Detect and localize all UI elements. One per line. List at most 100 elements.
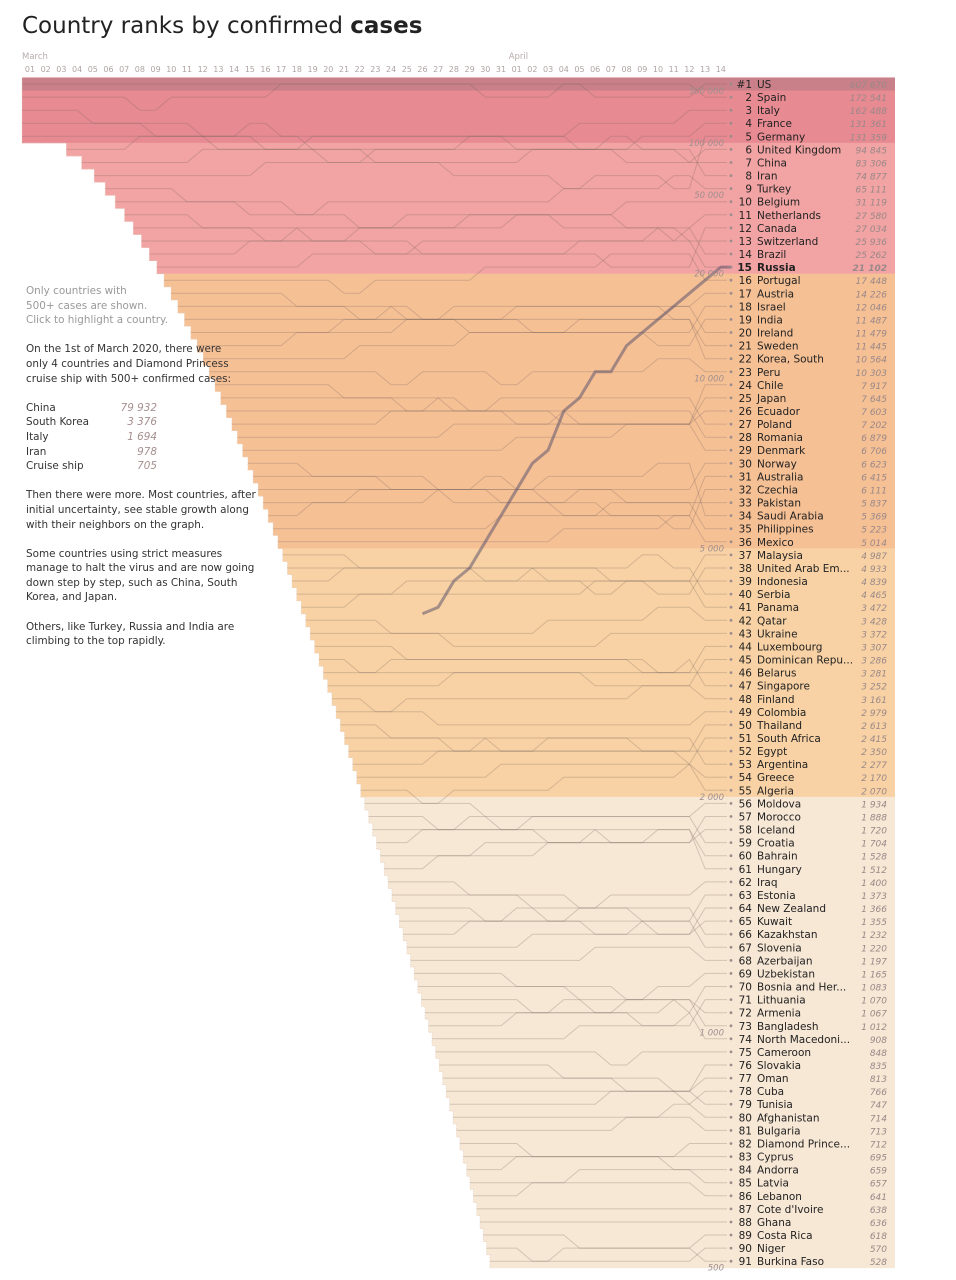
rank-number[interactable]: 52 bbox=[739, 746, 752, 758]
rank-number[interactable]: 80 bbox=[739, 1112, 752, 1124]
rank-number[interactable]: 78 bbox=[739, 1086, 752, 1098]
country-name[interactable]: Greece bbox=[757, 772, 794, 784]
rank-number[interactable]: 46 bbox=[739, 668, 753, 680]
country-name[interactable]: Switzerland bbox=[757, 236, 818, 248]
country-name[interactable]: Romania bbox=[757, 432, 803, 444]
country-name[interactable]: Ireland bbox=[757, 328, 793, 340]
rank-number[interactable]: 27 bbox=[739, 419, 752, 431]
country-name[interactable]: Cote d'Ivoire bbox=[757, 1204, 823, 1216]
rank-number[interactable]: 11 bbox=[739, 210, 752, 222]
country-name[interactable]: North Macedoni... bbox=[757, 1034, 850, 1046]
country-name[interactable]: Bahrain bbox=[757, 851, 798, 863]
rank-number[interactable]: 16 bbox=[739, 275, 753, 287]
country-name[interactable]: Iran bbox=[757, 171, 778, 183]
rank-number[interactable]: 54 bbox=[739, 772, 753, 784]
rank-number[interactable]: 77 bbox=[739, 1073, 752, 1085]
country-name[interactable]: Oman bbox=[757, 1073, 789, 1085]
rank-number[interactable]: 26 bbox=[739, 406, 753, 418]
country-name[interactable]: Singapore bbox=[757, 681, 810, 693]
rank-number[interactable]: 58 bbox=[739, 825, 752, 837]
country-name[interactable]: Estonia bbox=[757, 890, 796, 902]
country-name[interactable]: Burkina Faso bbox=[757, 1256, 824, 1268]
rank-number[interactable]: 20 bbox=[739, 328, 752, 340]
country-name[interactable]: South Africa bbox=[757, 733, 821, 745]
rank-number[interactable]: 22 bbox=[739, 354, 752, 366]
rank-number[interactable]: 59 bbox=[739, 838, 752, 850]
rank-number[interactable]: 21 bbox=[739, 341, 752, 353]
rank-number[interactable]: 33 bbox=[739, 498, 752, 510]
country-name[interactable]: Italy bbox=[757, 105, 780, 117]
country-name[interactable]: Indonesia bbox=[757, 576, 808, 588]
country-name[interactable]: Japan bbox=[756, 393, 786, 405]
rank-number[interactable]: 2 bbox=[745, 92, 752, 104]
rank-number[interactable]: 13 bbox=[739, 236, 752, 248]
country-name[interactable]: Belgium bbox=[757, 197, 800, 209]
rank-number[interactable]: 18 bbox=[739, 301, 752, 313]
country-name[interactable]: Lebanon bbox=[757, 1191, 802, 1203]
rank-number[interactable]: 37 bbox=[739, 550, 752, 562]
country-name[interactable]: Norway bbox=[757, 458, 797, 470]
country-name[interactable]: Lithuania bbox=[757, 995, 806, 1007]
country-name[interactable]: Philippines bbox=[757, 524, 814, 536]
country-name[interactable]: Denmark bbox=[757, 445, 806, 457]
rank-number[interactable]: 76 bbox=[739, 1060, 753, 1072]
country-name[interactable]: United Kingdom bbox=[757, 144, 841, 156]
rank-number[interactable]: 74 bbox=[739, 1034, 753, 1046]
country-name[interactable]: Dominican Repu... bbox=[757, 655, 853, 667]
rank-number[interactable]: 40 bbox=[739, 589, 752, 601]
country-name[interactable]: Turkey bbox=[756, 184, 791, 196]
country-name[interactable]: Portugal bbox=[757, 275, 801, 287]
country-name[interactable]: Panama bbox=[757, 602, 799, 614]
country-name[interactable]: France bbox=[757, 118, 792, 130]
country-name[interactable]: Cameroon bbox=[757, 1047, 811, 1059]
rank-number[interactable]: 51 bbox=[739, 733, 752, 745]
country-name[interactable]: Algeria bbox=[757, 785, 794, 797]
country-name[interactable]: Afghanistan bbox=[757, 1112, 820, 1124]
rank-number[interactable]: 47 bbox=[739, 681, 752, 693]
country-name[interactable]: Australia bbox=[757, 471, 803, 483]
country-name[interactable]: Peru bbox=[757, 367, 780, 379]
rank-number[interactable]: 66 bbox=[739, 929, 753, 941]
rank-number[interactable]: 39 bbox=[739, 576, 752, 588]
country-name[interactable]: Serbia bbox=[757, 589, 790, 601]
rank-number[interactable]: 23 bbox=[739, 367, 752, 379]
country-name[interactable]: Colombia bbox=[757, 707, 806, 719]
country-name[interactable]: Slovakia bbox=[757, 1060, 801, 1072]
rank-number[interactable]: 53 bbox=[739, 759, 752, 771]
rank-number[interactable]: 69 bbox=[739, 968, 752, 980]
country-name[interactable]: Slovenia bbox=[757, 942, 802, 954]
rank-number[interactable]: 9 bbox=[745, 184, 752, 196]
rank-number[interactable]: 29 bbox=[739, 445, 752, 457]
country-name[interactable]: Niger bbox=[757, 1243, 786, 1255]
country-name[interactable]: Ghana bbox=[757, 1217, 791, 1229]
rank-number[interactable]: 57 bbox=[739, 812, 752, 824]
country-name[interactable]: Russia bbox=[757, 262, 796, 274]
rank-number[interactable]: 35 bbox=[739, 524, 752, 536]
rank-number[interactable]: 64 bbox=[739, 903, 753, 915]
rank-number[interactable]: 72 bbox=[739, 1008, 752, 1020]
rank-number[interactable]: 31 bbox=[739, 471, 752, 483]
country-name[interactable]: Bangladesh bbox=[757, 1021, 819, 1033]
country-name[interactable]: Netherlands bbox=[757, 210, 821, 222]
country-name[interactable]: Latvia bbox=[757, 1178, 789, 1190]
rank-number[interactable]: 4 bbox=[745, 118, 752, 130]
country-name[interactable]: Bulgaria bbox=[757, 1125, 801, 1137]
rank-number[interactable]: 63 bbox=[739, 890, 752, 902]
rank-number[interactable]: 12 bbox=[739, 223, 752, 235]
country-name[interactable]: Iceland bbox=[757, 825, 795, 837]
country-name[interactable]: Malaysia bbox=[757, 550, 803, 562]
country-name[interactable]: Belarus bbox=[757, 668, 796, 680]
rank-number[interactable]: 28 bbox=[739, 432, 752, 444]
rank-number[interactable]: 75 bbox=[739, 1047, 752, 1059]
rank-number[interactable]: 84 bbox=[739, 1165, 753, 1177]
rank-number[interactable]: 90 bbox=[739, 1243, 752, 1255]
country-name[interactable]: Czechia bbox=[757, 485, 798, 497]
rank-number[interactable]: 17 bbox=[739, 288, 752, 300]
country-name[interactable]: Andorra bbox=[757, 1165, 799, 1177]
rank-number[interactable]: 71 bbox=[739, 995, 752, 1007]
country-name[interactable]: Israel bbox=[757, 301, 786, 313]
country-name[interactable]: Bosnia and Her... bbox=[757, 982, 846, 994]
country-name[interactable]: Poland bbox=[757, 419, 792, 431]
rank-number[interactable]: 44 bbox=[739, 641, 753, 653]
